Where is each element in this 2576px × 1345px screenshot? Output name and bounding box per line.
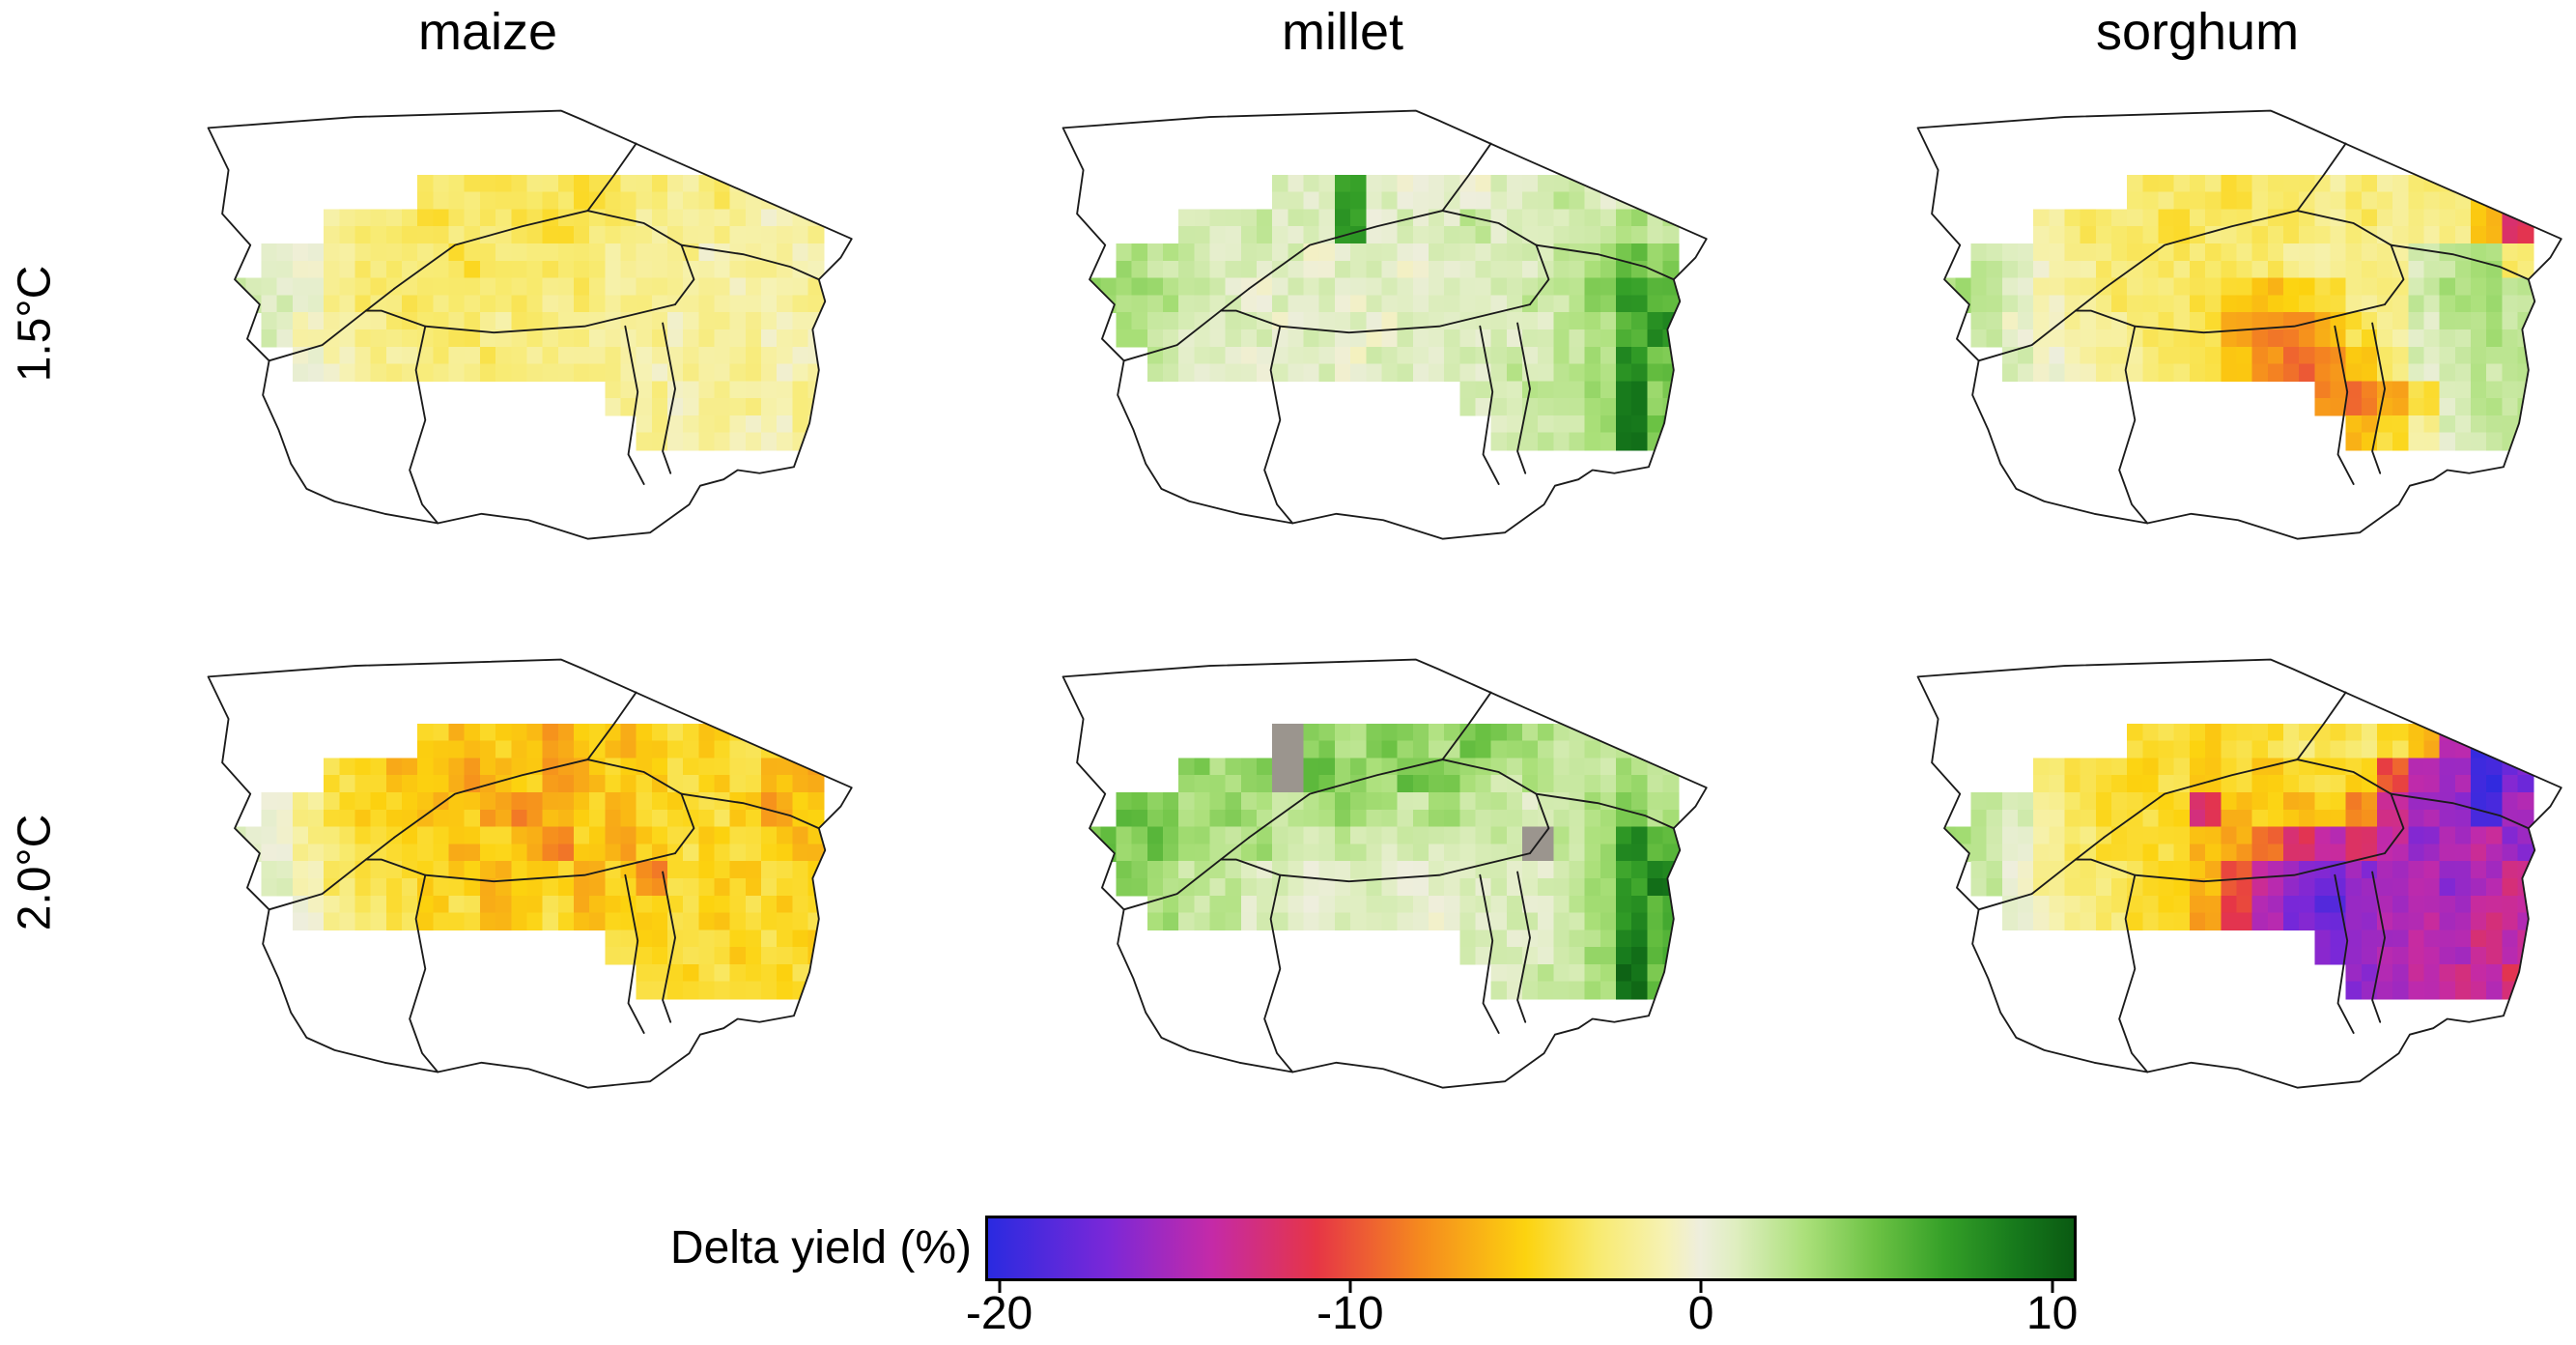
map-panel-maize-1-5c	[207, 109, 853, 540]
map-panel-maize-2-0c	[207, 658, 853, 1089]
colorbar: -20 -10 0 10	[966, 1216, 2079, 1341]
row-label-1-5c: 1.5°C	[9, 265, 61, 383]
map-panel-millet-1-5c	[1062, 109, 1708, 540]
colorbar-tick	[1699, 1281, 1703, 1293]
colorbar-tick	[998, 1281, 1002, 1293]
colorbar-tick-label: -10	[1316, 1288, 1384, 1339]
map-panel-millet-2-0c	[1062, 658, 1708, 1089]
colorbar-label: Delta yield (%)	[669, 1222, 972, 1273]
column-title-maize: maize	[417, 3, 558, 61]
column-title-millet: millet	[1281, 3, 1403, 61]
colorbar-tick	[1348, 1281, 1352, 1293]
map-panel-sorghum-2-0c	[1916, 658, 2562, 1089]
column-title-sorghum: sorghum	[2095, 3, 2300, 61]
colorbar-tick	[2051, 1281, 2054, 1293]
colorbar-tick-label: 10	[2025, 1288, 2079, 1339]
map-panel-sorghum-1-5c	[1916, 109, 2562, 540]
row-label-2-0c: 2.0°C	[9, 814, 61, 931]
colorbar-tick-label: -20	[965, 1288, 1033, 1339]
colorbar-gradient	[985, 1216, 2077, 1281]
colorbar-tick-label: 0	[1687, 1288, 1714, 1339]
